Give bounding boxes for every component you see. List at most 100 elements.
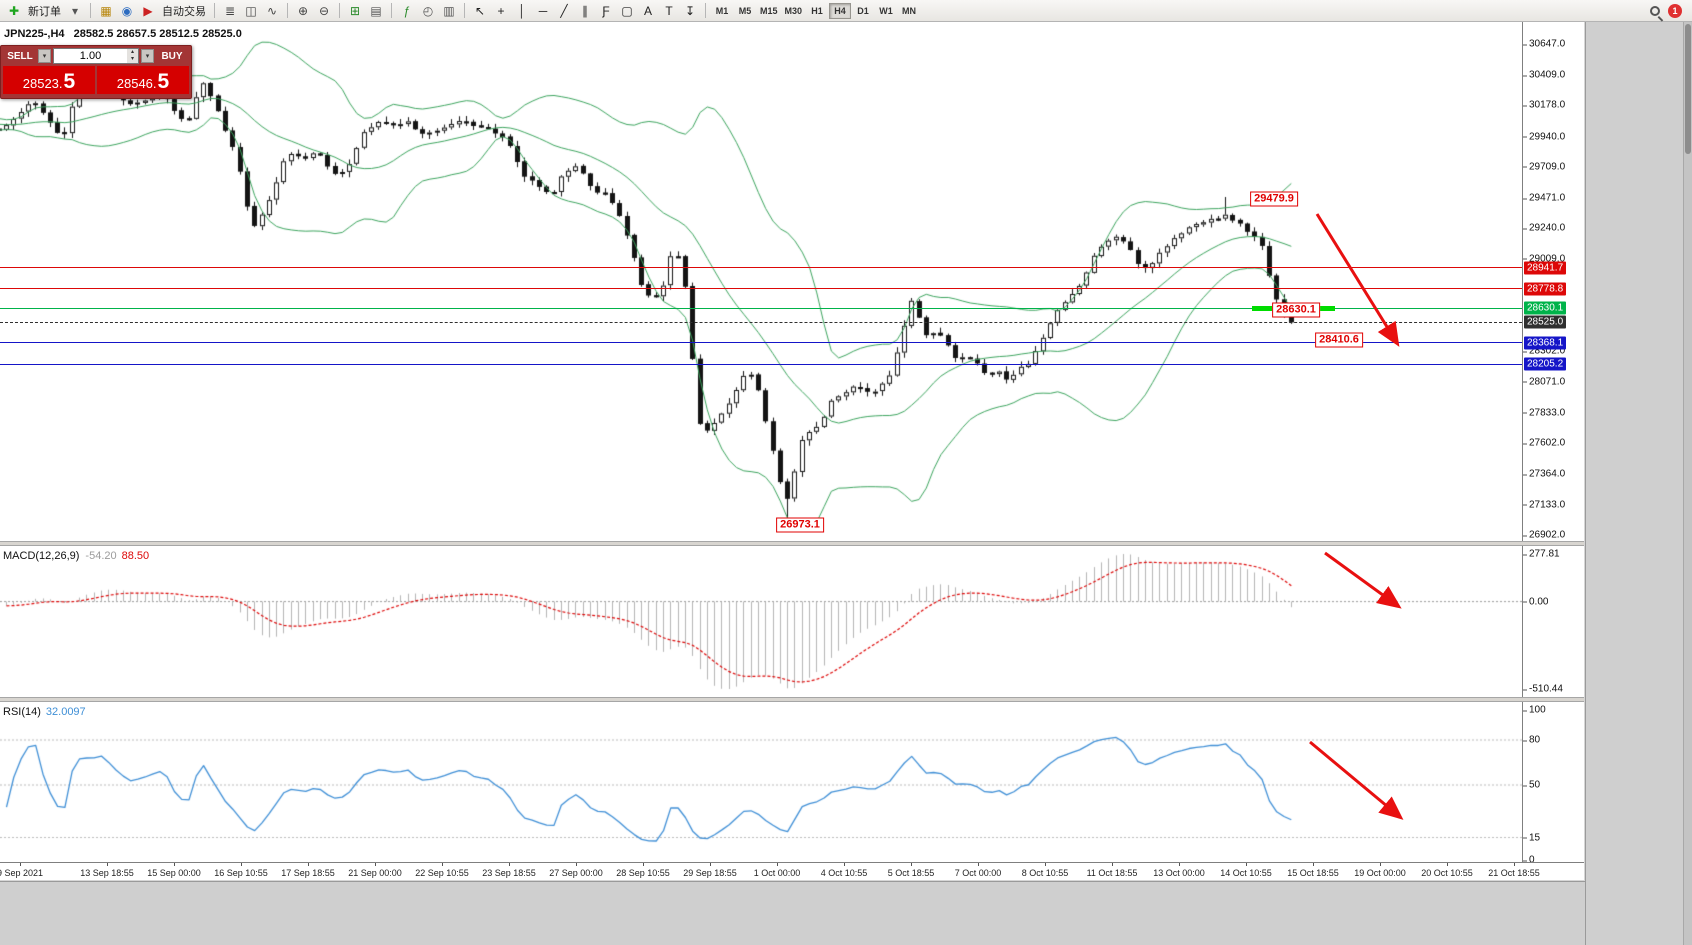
search-icon[interactable] bbox=[1650, 5, 1660, 16]
time-axis-label: 16 Sep 10:55 bbox=[214, 868, 268, 878]
sell-button[interactable]: SELL bbox=[7, 50, 33, 62]
volume-input[interactable] bbox=[54, 49, 127, 63]
price-annotation[interactable]: 29479.9 bbox=[1250, 191, 1298, 207]
timeframe-button-h1[interactable]: H1 bbox=[811, 5, 823, 16]
macd-axis-label: 277.81 bbox=[1523, 548, 1560, 560]
order-type-dropdown[interactable]: ▾ bbox=[38, 49, 51, 63]
time-axis-tick bbox=[1380, 863, 1381, 866]
timeframe-button-m15[interactable]: M15 bbox=[760, 5, 778, 16]
shapes-icon[interactable]: ▢ bbox=[621, 3, 633, 18]
bar-chart-icon[interactable]: ≣ bbox=[224, 3, 236, 18]
period-icon[interactable]: ◴ bbox=[422, 3, 434, 18]
main-chart-canvas[interactable] bbox=[0, 22, 1522, 541]
time-axis-tick bbox=[174, 863, 175, 866]
price-chart-panel: 30647.0 30409.0 30178.0 29940.0 29709.0 29471… bbox=[0, 22, 1584, 541]
toolbar-separator bbox=[705, 3, 706, 18]
sell-price-main: 28523. bbox=[22, 76, 63, 91]
fibonacci-icon[interactable]: Ƒ bbox=[602, 3, 610, 18]
line-chart-icon[interactable]: ∿ bbox=[266, 3, 278, 18]
volume-dropdown[interactable]: ▾ bbox=[141, 49, 154, 63]
vertical-scrollbar[interactable] bbox=[1683, 22, 1692, 945]
price-annotation[interactable]: 28630.1 bbox=[1272, 302, 1320, 318]
price-axis-label: 28302.0 bbox=[1522, 345, 1566, 357]
templates-icon[interactable]: ▥ bbox=[443, 3, 455, 18]
trendline-icon[interactable]: ╱ bbox=[560, 3, 568, 18]
time-axis-tick bbox=[375, 863, 376, 866]
scrollbar-thumb[interactable] bbox=[1685, 24, 1691, 154]
panel-splitter[interactable] bbox=[0, 697, 1584, 702]
time-axis-label: 11 Oct 18:55 bbox=[1086, 868, 1138, 878]
channel-icon[interactable]: ∥ bbox=[582, 3, 588, 18]
zoom-in-icon[interactable]: ⊕ bbox=[297, 3, 309, 18]
price-level-line[interactable] bbox=[0, 288, 1522, 290]
crosshair-icon[interactable]: + bbox=[497, 3, 505, 18]
toolbar-separator bbox=[464, 3, 465, 18]
price-axis-label: 27133.0 bbox=[1522, 499, 1566, 511]
buy-price-big-digit: 5 bbox=[157, 70, 170, 93]
time-axis-tick bbox=[1246, 863, 1247, 866]
timeframe-button-m30[interactable]: M30 bbox=[784, 5, 803, 16]
macd-canvas[interactable] bbox=[0, 546, 1522, 697]
timeframe-button-w1[interactable]: W1 bbox=[879, 5, 893, 16]
price-level-line[interactable] bbox=[0, 321, 1522, 323]
workspace-background bbox=[0, 881, 1585, 945]
timeframe-button-mn[interactable]: MN bbox=[902, 5, 917, 16]
macd-label: MACD(12,26,9) -54.20 88.50 bbox=[3, 550, 149, 562]
price-level-line[interactable] bbox=[0, 307, 1522, 309]
price-axis-label: 29240.0 bbox=[1522, 222, 1566, 234]
price-axis-label: 29009.0 bbox=[1522, 253, 1566, 265]
panel-splitter[interactable] bbox=[0, 541, 1584, 546]
time-axis-tick bbox=[442, 863, 443, 866]
buy-price-main: 28546. bbox=[116, 76, 157, 91]
price-annotation[interactable]: 26973.1 bbox=[776, 517, 824, 533]
workspace-background bbox=[1585, 22, 1684, 945]
price-level-line[interactable] bbox=[0, 267, 1522, 269]
arrow-objects-icon[interactable]: ↧ bbox=[684, 3, 696, 18]
candlestick-chart-icon[interactable]: ◫ bbox=[245, 3, 257, 18]
timeframe-button-d1[interactable]: D1 bbox=[857, 5, 869, 16]
notifications-badge[interactable]: 1 bbox=[1668, 3, 1682, 18]
time-axis-label: 22 Sep 10:55 bbox=[415, 868, 469, 878]
time-axis[interactable]: 9 Sep 2021 13 Sep 18:55 15 Sep 00:00 16 Sep… bbox=[0, 862, 1584, 880]
time-axis-label: 7 Oct 00:00 bbox=[954, 868, 1002, 878]
buy-button[interactable]: BUY bbox=[161, 50, 183, 62]
symbol-period-label: JPN225-,H4 bbox=[4, 28, 65, 40]
arrange-windows-icon[interactable]: ▤ bbox=[370, 3, 382, 18]
vertical-line-icon[interactable]: │ bbox=[518, 3, 526, 18]
price-annotation[interactable]: 28410.6 bbox=[1315, 332, 1363, 348]
sell-price-button[interactable]: 28523. 5 bbox=[3, 66, 95, 94]
time-axis-tick bbox=[20, 863, 21, 866]
volume-up-button[interactable]: ▴ bbox=[130, 49, 134, 55]
new-order-icon[interactable]: ✚ bbox=[8, 3, 20, 18]
profiles-icon[interactable]: ◉ bbox=[121, 3, 133, 18]
time-axis-tick bbox=[1179, 863, 1180, 866]
cursor-icon[interactable]: ↖ bbox=[474, 3, 486, 18]
volume-spinner: ▴ ▾ bbox=[127, 49, 138, 63]
indicators-icon[interactable]: ƒ bbox=[403, 3, 411, 18]
zoom-out-icon[interactable]: ⊖ bbox=[318, 3, 330, 18]
volume-field: ▴ ▾ bbox=[53, 48, 139, 64]
timeframe-button-m5[interactable]: M5 bbox=[738, 5, 752, 16]
buy-price-button[interactable]: 28546. 5 bbox=[97, 66, 189, 94]
auto-trading-icon[interactable]: ▶ bbox=[143, 3, 153, 18]
timeframe-button-m1[interactable]: M1 bbox=[715, 5, 729, 16]
new-order-label[interactable]: 新订单 bbox=[28, 5, 61, 18]
new-chart-icon[interactable]: ▦ bbox=[100, 3, 112, 18]
price-axis-label: 29471.0 bbox=[1522, 192, 1566, 204]
time-axis-label: 9 Sep 2021 bbox=[0, 868, 44, 878]
text-icon[interactable]: A bbox=[643, 3, 652, 18]
rsi-canvas[interactable] bbox=[0, 702, 1522, 862]
text-label-icon[interactable]: T bbox=[665, 3, 673, 18]
time-axis-label: 19 Oct 00:00 bbox=[1354, 868, 1406, 878]
volume-down-button[interactable]: ▾ bbox=[130, 56, 134, 62]
tile-windows-icon[interactable]: ⊞ bbox=[349, 3, 361, 18]
price-level-line[interactable] bbox=[0, 363, 1522, 365]
rsi-label: RSI(14) 32.0097 bbox=[3, 706, 86, 718]
time-axis-tick bbox=[509, 863, 510, 866]
auto-trading-label[interactable]: 自动交易 bbox=[162, 5, 206, 18]
new-order-caret-icon[interactable]: ▾ bbox=[71, 3, 79, 18]
timeframe-button-h4[interactable]: H4 bbox=[829, 2, 852, 19]
horizontal-line-icon[interactable]: ─ bbox=[538, 3, 548, 18]
price-level-line[interactable] bbox=[0, 342, 1522, 344]
